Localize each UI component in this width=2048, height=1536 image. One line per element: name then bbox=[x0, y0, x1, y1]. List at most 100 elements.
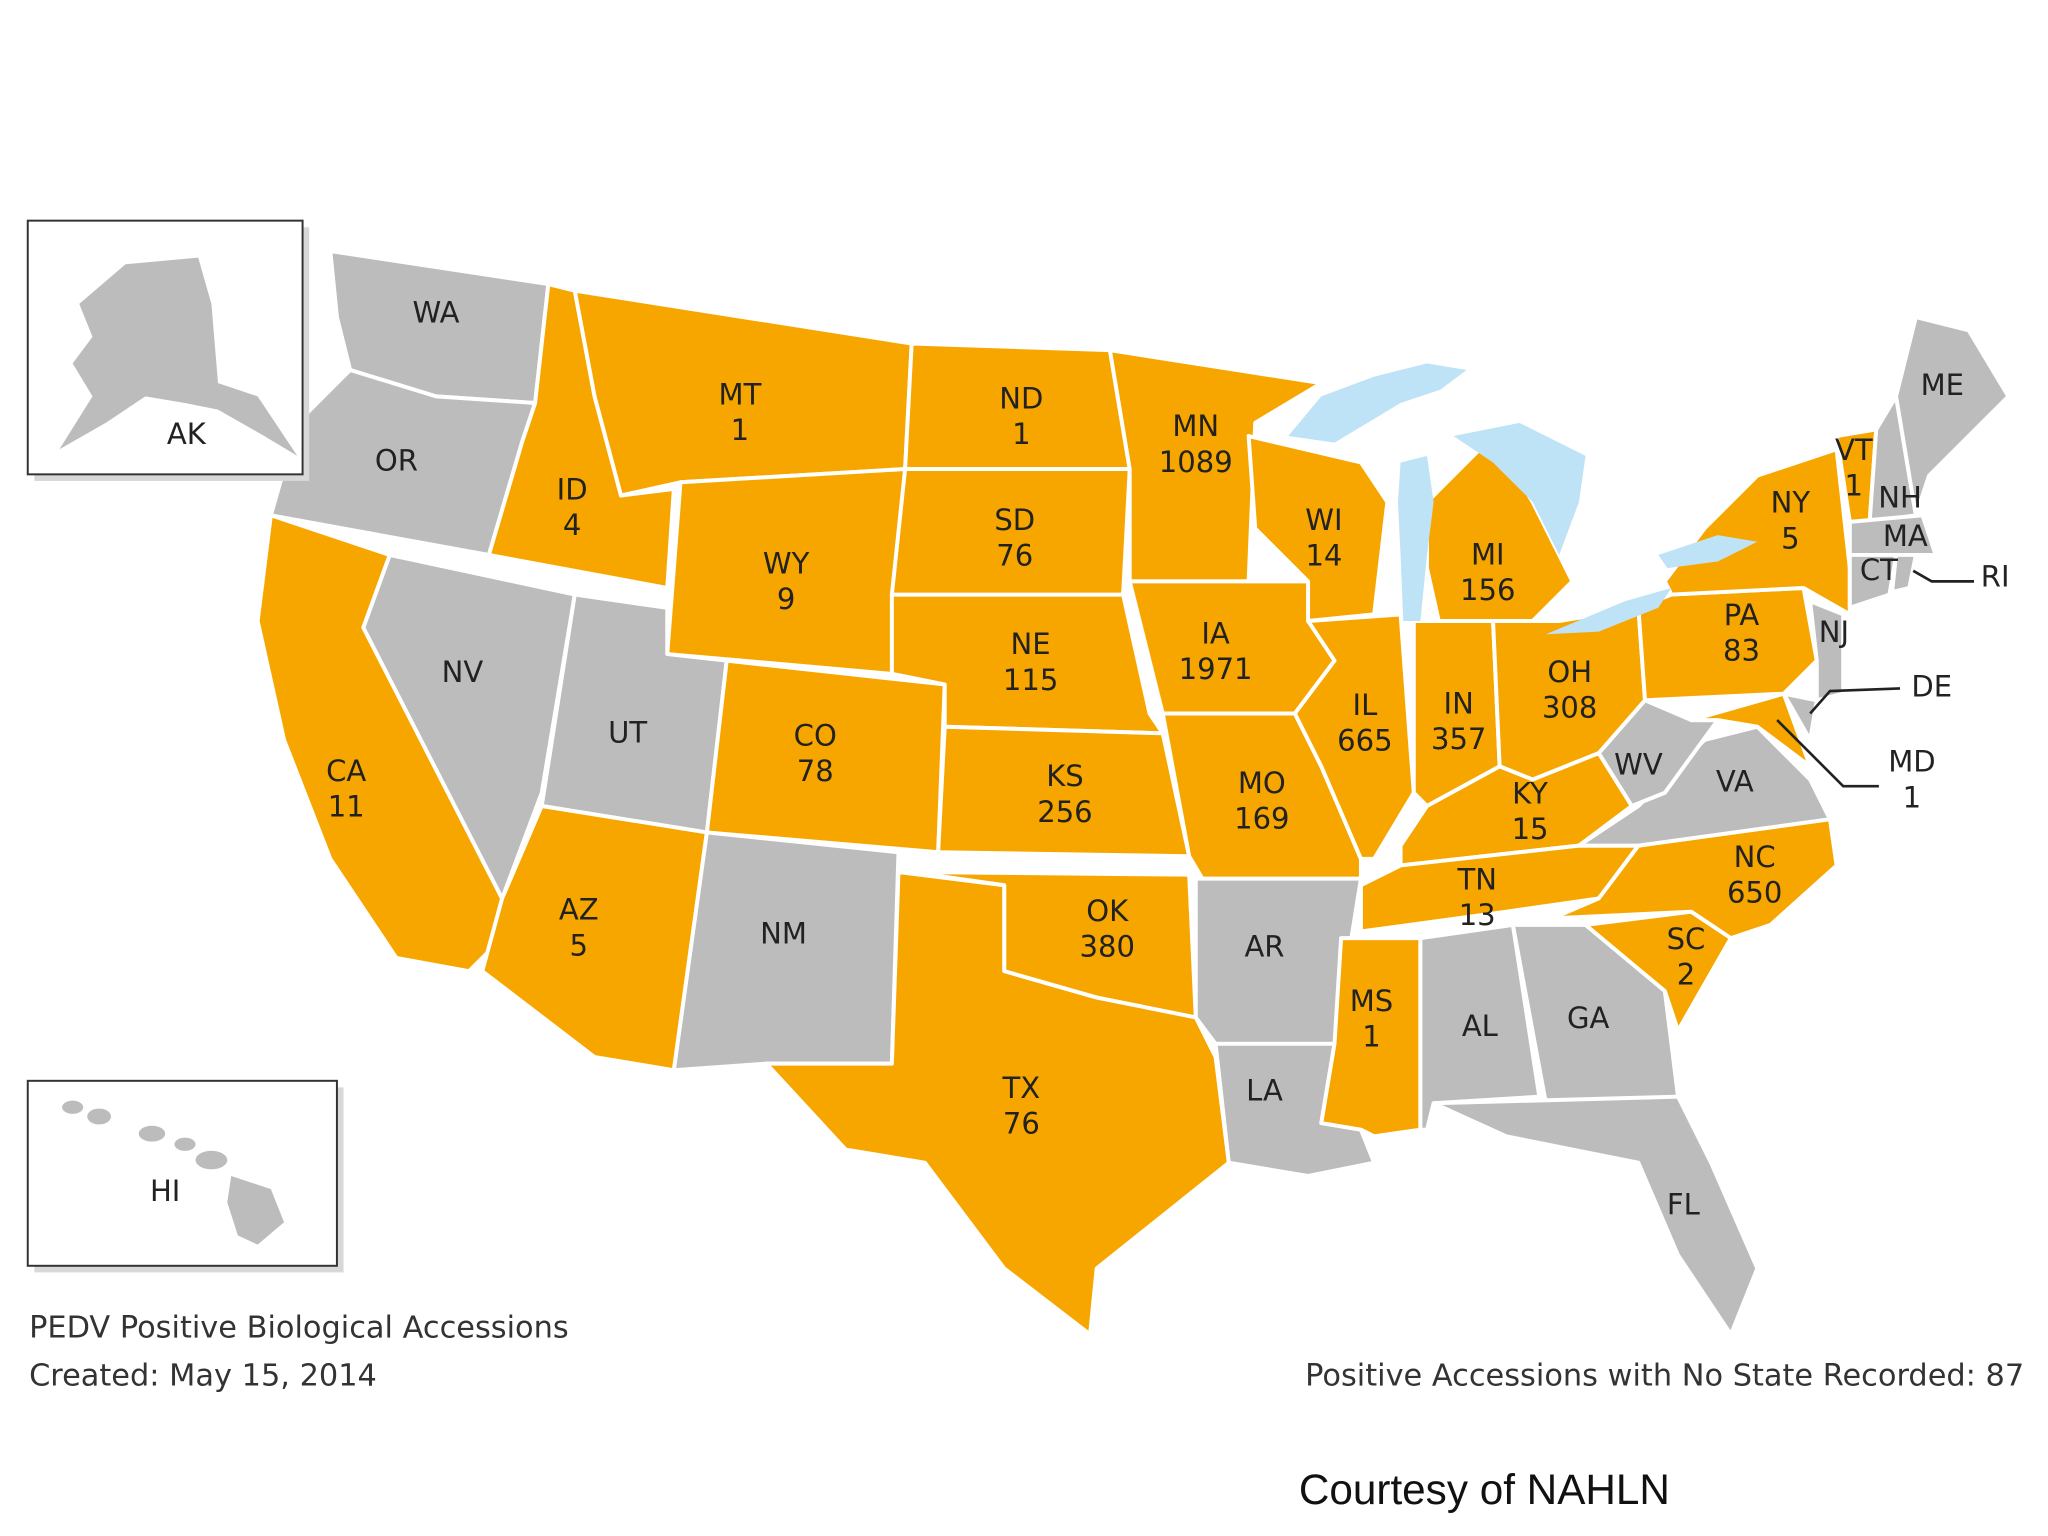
state-abbr: IA bbox=[1201, 617, 1230, 651]
caption-title: PEDV Positive Biological Accessions bbox=[29, 1311, 569, 1346]
state-value: 9 bbox=[777, 582, 795, 616]
state bbox=[764, 870, 1231, 1337]
state-abbr: MT bbox=[719, 377, 762, 411]
state-value: 1971 bbox=[1179, 652, 1253, 686]
state-abbr: MS bbox=[1350, 984, 1394, 1018]
state-abbr: VA bbox=[1716, 765, 1754, 799]
state-abbr: OR bbox=[375, 443, 418, 477]
state-abbr: MI bbox=[1471, 537, 1505, 571]
state-value: 5 bbox=[569, 928, 587, 962]
state-abbr: MN bbox=[1172, 409, 1219, 443]
state-abbr: SD bbox=[994, 503, 1035, 537]
state-value: 76 bbox=[1003, 1107, 1040, 1141]
state-abbr: SC bbox=[1667, 922, 1706, 956]
state-abbr: LA bbox=[1246, 1074, 1283, 1108]
inset-label: AK bbox=[167, 417, 207, 451]
state-value: 83 bbox=[1723, 634, 1760, 668]
state-abbr: IL bbox=[1353, 688, 1379, 722]
state-value: 1 bbox=[1012, 417, 1030, 451]
state-value: 380 bbox=[1080, 930, 1135, 964]
state-value: 14 bbox=[1305, 539, 1342, 573]
state-abbr: FL bbox=[1667, 1187, 1701, 1221]
state-abbr: NE bbox=[1011, 627, 1051, 661]
state-abbr: PA bbox=[1724, 598, 1760, 632]
state bbox=[1890, 552, 1918, 594]
state-abbr: AR bbox=[1244, 930, 1284, 964]
state bbox=[1808, 599, 1846, 703]
state-abbr: AZ bbox=[559, 893, 599, 927]
lake-superior bbox=[1288, 363, 1467, 443]
state-value: 4 bbox=[563, 508, 581, 542]
state-abbr: OH bbox=[1547, 655, 1592, 689]
inset-label: HI bbox=[150, 1174, 180, 1208]
state-value: 78 bbox=[797, 754, 834, 788]
state-abbr: RI bbox=[1981, 560, 2010, 594]
state-abbr: KY bbox=[1512, 776, 1548, 810]
hawaii-shape bbox=[62, 1100, 285, 1245]
state-abbr: ME bbox=[1921, 368, 1964, 402]
state-abbr: VT bbox=[1835, 433, 1873, 467]
alaska-shape bbox=[59, 257, 298, 456]
state-abbr: WI bbox=[1305, 503, 1342, 537]
state-abbr: WY bbox=[763, 547, 810, 581]
state-abbr: MA bbox=[1883, 519, 1928, 553]
state bbox=[1781, 691, 1819, 742]
state-value: 13 bbox=[1459, 898, 1496, 932]
state bbox=[1127, 579, 1337, 716]
state-value: 169 bbox=[1234, 802, 1289, 836]
state-abbr: NM bbox=[760, 916, 807, 950]
state-abbr: TN bbox=[1456, 862, 1496, 896]
state bbox=[1847, 552, 1899, 610]
caption-no-state: Positive Accessions with No State Record… bbox=[1305, 1358, 2024, 1393]
state-value: 115 bbox=[1003, 663, 1058, 697]
state-abbr: GA bbox=[1567, 1001, 1610, 1035]
caption-created: Created: May 15, 2014 bbox=[29, 1358, 377, 1393]
state-abbr: DE bbox=[1911, 669, 1952, 703]
state-abbr: WA bbox=[413, 295, 460, 329]
leader-ri bbox=[1912, 569, 1975, 583]
state-value: 357 bbox=[1431, 722, 1486, 756]
state bbox=[1662, 447, 1852, 617]
state-abbr: NC bbox=[1734, 840, 1776, 874]
state-abbr: NJ bbox=[1819, 615, 1849, 649]
state-abbr: KS bbox=[1046, 759, 1084, 793]
state-abbr: CA bbox=[326, 754, 366, 788]
state bbox=[1689, 691, 1813, 769]
lake-michigan bbox=[1397, 455, 1434, 622]
state-value: 5 bbox=[1781, 521, 1799, 555]
leader-lines bbox=[1776, 569, 1975, 788]
state-value: 1 bbox=[1362, 1020, 1380, 1054]
state-abbr: MD bbox=[1888, 745, 1935, 779]
state bbox=[1550, 817, 1839, 941]
states bbox=[255, 249, 2011, 1337]
state-value: 650 bbox=[1727, 876, 1782, 910]
state-abbr: WV bbox=[1614, 747, 1663, 781]
state-value: 665 bbox=[1337, 724, 1392, 758]
state-value: 2 bbox=[1677, 957, 1695, 991]
state-value: 1089 bbox=[1159, 445, 1233, 479]
state-value: 1 bbox=[731, 413, 749, 447]
state-value: 15 bbox=[1512, 812, 1549, 846]
alaska-inset: AK bbox=[26, 219, 310, 481]
lake-erie bbox=[1545, 587, 1672, 635]
state bbox=[1292, 612, 1416, 861]
state-abbr: ID bbox=[557, 473, 588, 507]
state-abbr: ND bbox=[999, 381, 1043, 415]
state-abbr: CO bbox=[794, 718, 837, 752]
state-value: 1 bbox=[1903, 780, 1921, 814]
state-abbr: OK bbox=[1086, 894, 1129, 928]
state-abbr: IN bbox=[1444, 687, 1474, 721]
state-value: 256 bbox=[1037, 795, 1092, 829]
credit: Courtesy of NAHLN bbox=[1299, 1466, 1670, 1513]
state-value: 1 bbox=[1845, 469, 1863, 503]
leader-md bbox=[1776, 719, 1879, 788]
state-abbr: NY bbox=[1771, 486, 1811, 520]
state-abbr: NH bbox=[1878, 480, 1922, 514]
state-abbr: AL bbox=[1462, 1009, 1499, 1043]
state-value: 156 bbox=[1460, 573, 1515, 607]
state-abbr: CT bbox=[1860, 553, 1898, 587]
lake-ontario bbox=[1658, 535, 1758, 569]
state bbox=[361, 552, 577, 901]
